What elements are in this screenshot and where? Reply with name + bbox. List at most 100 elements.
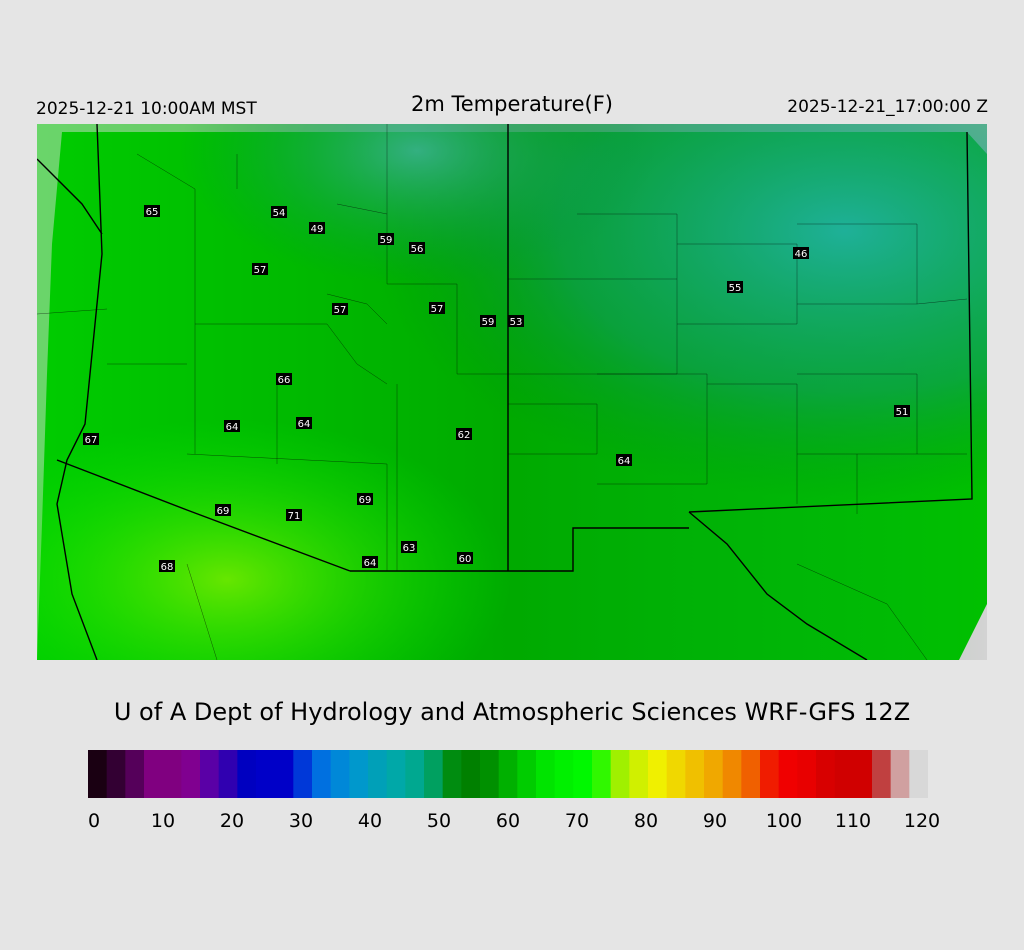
station-label-bg bbox=[429, 302, 445, 314]
station-label-bg bbox=[480, 315, 496, 327]
colorbar-segment bbox=[685, 750, 705, 798]
station-label-bg bbox=[276, 373, 292, 385]
station-label-bg bbox=[357, 493, 373, 505]
station-label-bg bbox=[456, 428, 472, 440]
station-temperature-label: 49 bbox=[311, 224, 324, 235]
colorbar-segment bbox=[106, 750, 126, 798]
colorbar-segment bbox=[909, 750, 928, 798]
station-label-bg bbox=[362, 556, 378, 568]
colorbar-tick-label: 90 bbox=[702, 810, 728, 832]
station-temperature-label: 53 bbox=[510, 317, 523, 328]
colorbar-segment bbox=[592, 750, 612, 798]
colorbar-segment bbox=[629, 750, 649, 798]
colorbar-tick-label: 110 bbox=[834, 810, 872, 832]
colorbar-tick-label: 60 bbox=[495, 810, 521, 832]
station-temperature-label: 51 bbox=[896, 407, 909, 418]
station-temperature-label: 62 bbox=[458, 430, 471, 441]
colorbar-segment bbox=[293, 750, 313, 798]
colorbar-tick-label: 20 bbox=[219, 810, 245, 832]
station-temperature-label: 60 bbox=[459, 554, 472, 565]
colorbar-segment bbox=[312, 750, 332, 798]
station-temperature-label: 57 bbox=[431, 304, 444, 315]
colorbar-segment bbox=[480, 750, 500, 798]
colorbar-tick-label: 70 bbox=[564, 810, 590, 832]
colorbar-segment bbox=[218, 750, 238, 798]
station-label-bg bbox=[271, 206, 287, 218]
colorbar-segment bbox=[162, 750, 182, 798]
colorbar bbox=[88, 750, 928, 798]
colorbar-segment bbox=[536, 750, 556, 798]
colorbar-tick-label: 40 bbox=[357, 810, 383, 832]
colorbar-segment bbox=[424, 750, 444, 798]
station-temperature-label: 46 bbox=[795, 249, 808, 260]
colorbar-segment bbox=[498, 750, 518, 798]
station-temperature-label: 69 bbox=[217, 506, 230, 517]
station-label-bg bbox=[793, 247, 809, 259]
model-credit: U of A Dept of Hydrology and Atmospheric… bbox=[113, 698, 911, 726]
colorbar-segment bbox=[872, 750, 892, 798]
station-label-bg bbox=[83, 433, 99, 445]
station-label-bg bbox=[378, 233, 394, 245]
colorbar-tick-label: 10 bbox=[150, 810, 176, 832]
colorbar-segment bbox=[386, 750, 406, 798]
colorbar-tick-label: 30 bbox=[288, 810, 314, 832]
valid-time-local: 2025-12-21 10:00AM MST bbox=[36, 99, 257, 119]
colorbar-segment bbox=[666, 750, 686, 798]
station-label-bg bbox=[894, 405, 910, 417]
colorbar-segment bbox=[88, 750, 108, 798]
station-temperature-label: 56 bbox=[411, 244, 424, 255]
station-label-bg bbox=[252, 263, 268, 275]
station-label-bg bbox=[727, 281, 743, 293]
colorbar-segment bbox=[144, 750, 164, 798]
colorbar-segment bbox=[330, 750, 350, 798]
station-label-bg bbox=[159, 560, 175, 572]
station-label-bg bbox=[286, 509, 302, 521]
colorbar-segment bbox=[554, 750, 574, 798]
station-temperature-label: 66 bbox=[278, 375, 291, 386]
station-label-bg bbox=[309, 222, 325, 234]
station-temperature-label: 64 bbox=[298, 419, 311, 430]
colorbar-segment bbox=[237, 750, 257, 798]
colorbar-segment bbox=[573, 750, 593, 798]
colorbar-segment bbox=[722, 750, 742, 798]
station-temperature-label: 59 bbox=[482, 317, 495, 328]
colorbar-segment bbox=[648, 750, 668, 798]
station-label-bg bbox=[296, 417, 312, 429]
colorbar-segment bbox=[816, 750, 836, 798]
colorbar-segment bbox=[256, 750, 276, 798]
station-temperature-label: 69 bbox=[359, 495, 372, 506]
station-temperature-label: 65 bbox=[146, 207, 159, 218]
station-label-bg bbox=[508, 315, 524, 327]
station-temperature-label: 63 bbox=[403, 543, 416, 554]
colorbar-segment bbox=[778, 750, 798, 798]
colorbar-segment bbox=[704, 750, 724, 798]
colorbar-tick-label: 120 bbox=[903, 810, 941, 832]
colorbar-segment bbox=[349, 750, 369, 798]
colorbar-tick-label: 0 bbox=[87, 810, 101, 832]
colorbar-segment bbox=[853, 750, 873, 798]
station-temperature-label: 64 bbox=[364, 558, 377, 569]
valid-time-utc: 2025-12-21_17:00:00 Z bbox=[787, 97, 988, 117]
colorbar-segment bbox=[368, 750, 388, 798]
station-label-bg bbox=[616, 454, 632, 466]
station-temperature-label: 64 bbox=[226, 422, 239, 433]
colorbar-segment bbox=[405, 750, 425, 798]
colorbar-segment bbox=[610, 750, 630, 798]
colorbar-tick-label: 80 bbox=[633, 810, 659, 832]
colorbar-segment bbox=[797, 750, 817, 798]
colorbar-tick-label: 50 bbox=[426, 810, 452, 832]
station-temperature-label: 55 bbox=[729, 283, 742, 294]
station-label-bg bbox=[409, 242, 425, 254]
temperature-map: 65 54 49 59 56 57 57 57 59 53 46 55 66 64 64 62 67 51 64 69… bbox=[37, 124, 987, 660]
station-label-bg bbox=[144, 205, 160, 217]
colorbar-segment bbox=[200, 750, 220, 798]
station-temperature-label: 68 bbox=[161, 562, 174, 573]
station-temperature-label: 57 bbox=[334, 305, 347, 316]
colorbar-segment bbox=[181, 750, 201, 798]
colorbar-segment bbox=[760, 750, 780, 798]
station-label-bg bbox=[332, 303, 348, 315]
station-temperature-label: 64 bbox=[618, 456, 631, 467]
colorbar-segment bbox=[741, 750, 761, 798]
map-title: 2m Temperature(F) bbox=[411, 92, 613, 116]
station-temperature-label: 57 bbox=[254, 265, 267, 276]
